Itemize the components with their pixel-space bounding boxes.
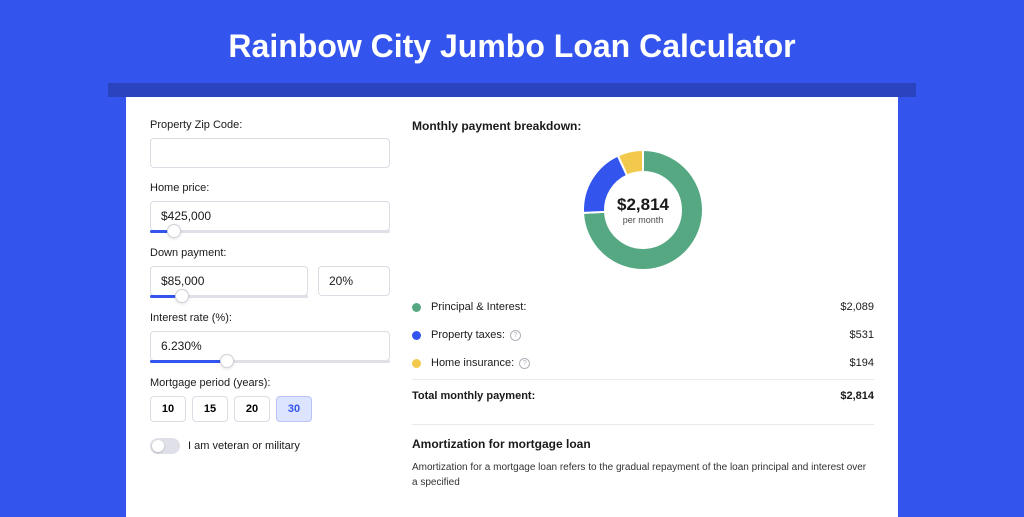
breakdown-dot	[412, 359, 421, 368]
rate-input[interactable]	[150, 331, 390, 361]
down-label: Down payment:	[150, 247, 390, 259]
veteran-row: I am veteran or military	[150, 438, 390, 454]
breakdown-value: $2,089	[840, 301, 874, 313]
zip-label: Property Zip Code:	[150, 119, 390, 131]
breakdown-label: Principal & Interest:	[431, 301, 840, 313]
info-icon[interactable]: ?	[519, 358, 530, 369]
veteran-label: I am veteran or military	[188, 440, 300, 452]
rate-label: Interest rate (%):	[150, 312, 390, 324]
veteran-toggle-knob	[152, 440, 164, 452]
form-panel: Property Zip Code: Home price: Down paym…	[150, 119, 390, 495]
breakdown-title: Monthly payment breakdown:	[412, 119, 874, 133]
rate-field-group: Interest rate (%):	[150, 312, 390, 363]
donut-wrap: $2,814 per month	[412, 145, 874, 275]
period-btn-15[interactable]: 15	[192, 396, 228, 422]
breakdown-row-2: Home insurance: ?$194	[412, 349, 874, 377]
amortization-title: Amortization for mortgage loan	[412, 437, 874, 451]
breakdown-value: $531	[850, 329, 874, 341]
breakdown-value: $194	[850, 357, 874, 369]
breakdown-total-row: Total monthly payment: $2,814	[412, 379, 874, 410]
total-label: Total monthly payment:	[412, 390, 840, 402]
breakdown-dot	[412, 303, 421, 312]
breakdown-dot	[412, 331, 421, 340]
breakdown-panel: Monthly payment breakdown: $2,814 per mo…	[412, 119, 874, 495]
zip-input[interactable]	[150, 138, 390, 168]
down-field-group: Down payment:	[150, 247, 390, 298]
period-btn-30[interactable]: 30	[276, 396, 312, 422]
donut-center: $2,814 per month	[578, 145, 708, 275]
page-title: Rainbow City Jumbo Loan Calculator	[0, 0, 1024, 83]
price-label: Home price:	[150, 182, 390, 194]
period-btn-20[interactable]: 20	[234, 396, 270, 422]
period-label: Mortgage period (years):	[150, 377, 390, 389]
donut-chart: $2,814 per month	[578, 145, 708, 275]
breakdown-label: Home insurance: ?	[431, 357, 850, 369]
down-percent-input[interactable]	[318, 266, 390, 296]
rate-slider-thumb[interactable]	[220, 354, 234, 368]
info-icon[interactable]: ?	[510, 330, 521, 341]
down-slider-thumb[interactable]	[175, 289, 189, 303]
divider	[412, 424, 874, 425]
period-field-group: Mortgage period (years): 10152030	[150, 377, 390, 422]
breakdown-row-0: Principal & Interest:$2,089	[412, 293, 874, 321]
zip-field-group: Property Zip Code:	[150, 119, 390, 168]
breakdown-label: Property taxes: ?	[431, 329, 850, 341]
down-amount-input[interactable]	[150, 266, 308, 296]
price-slider[interactable]	[150, 230, 390, 233]
total-value: $2,814	[840, 390, 874, 402]
breakdown-row-1: Property taxes: ?$531	[412, 321, 874, 349]
veteran-toggle[interactable]	[150, 438, 180, 454]
donut-sub: per month	[623, 215, 664, 225]
period-btn-10[interactable]: 10	[150, 396, 186, 422]
price-input[interactable]	[150, 201, 390, 231]
down-slider[interactable]	[150, 295, 308, 298]
donut-amount: $2,814	[617, 195, 669, 215]
price-field-group: Home price:	[150, 182, 390, 233]
calculator-card: Property Zip Code: Home price: Down paym…	[126, 97, 898, 517]
amortization-text: Amortization for a mortgage loan refers …	[412, 461, 874, 490]
price-slider-thumb[interactable]	[167, 224, 181, 238]
rate-slider[interactable]	[150, 360, 390, 363]
card-shadow	[108, 83, 916, 97]
